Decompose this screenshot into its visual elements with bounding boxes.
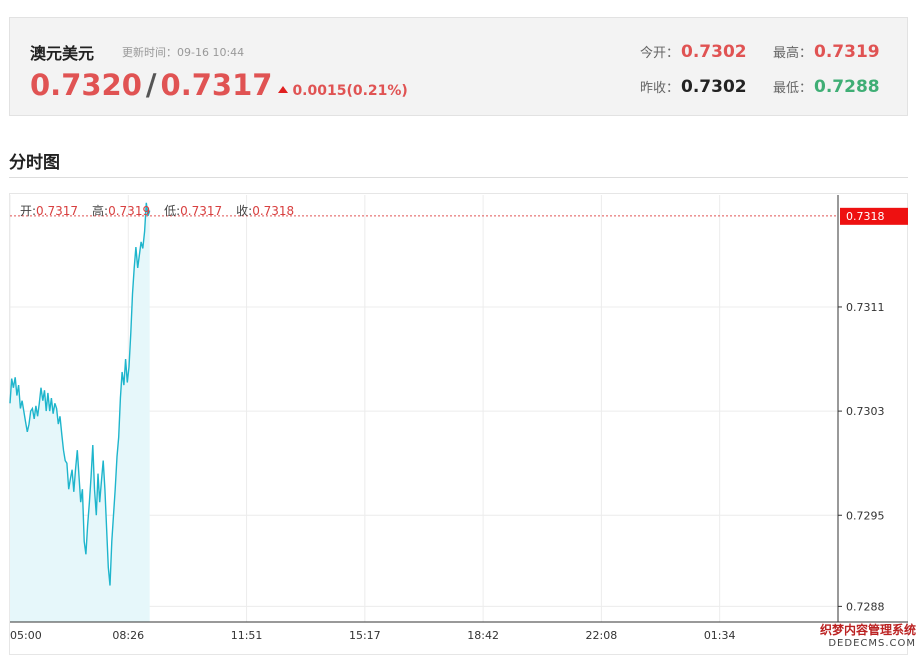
x-tick-label: 01:34 [704, 629, 736, 642]
ohlc-close-label: 收: [236, 204, 253, 218]
ohlc-open: 开:0.7317 [20, 204, 78, 218]
price-change: 0.0015(0.21%) [278, 83, 408, 99]
y-tick-label: 0.7311 [846, 301, 885, 314]
stat-low-label: 最低： [773, 81, 813, 96]
ohlc-low-value: 0.7317 [180, 204, 223, 218]
stat-low-value: 0.7288 [814, 77, 880, 97]
ask-price: 0.7317 [160, 68, 273, 102]
price-change-value: 0.0015(0.21%) [292, 83, 408, 99]
stat-high-value: 0.7319 [814, 42, 880, 62]
stat-high: 最高： 0.7319 [773, 42, 880, 62]
ohlc-high-value: 0.7319 [108, 204, 151, 218]
y-tick-label: 0.7295 [846, 509, 885, 522]
ohlc-high: 高:0.7319 [92, 204, 150, 218]
stat-prev-close-value: 0.7302 [681, 77, 747, 97]
quote-panel: 澳元美元 更新时间：09-16 10:44 0.7320/0.7317 0.001… [9, 17, 908, 116]
price-area-fill [10, 202, 150, 623]
section-title: 分时图 [9, 153, 60, 173]
ohlc-readout: 开:0.7317 高:0.7319 低:0.7317 收:0.7318 [20, 202, 308, 219]
ohlc-open-label: 开: [20, 204, 37, 218]
ohlc-close-value: 0.7318 [252, 204, 295, 218]
current-price-tag-bg [840, 207, 908, 225]
watermark-sub: DEDECMS.COM [828, 637, 916, 649]
chart-axes [10, 195, 908, 623]
current-price-tag: 0.7318 [840, 207, 908, 225]
stat-open-label: 今开： [640, 46, 680, 61]
price-separator: / [145, 68, 157, 102]
stat-prev-close-label: 昨收： [640, 81, 680, 96]
y-tick-label: 0.7303 [846, 405, 885, 418]
update-time: 更新时间：09-16 10:44 [122, 46, 245, 59]
y-axis-labels: 0.7311 0.7303 0.7295 0.7288 [838, 301, 885, 613]
x-tick-label: 22:08 [586, 629, 618, 642]
stat-high-label: 最高： [773, 46, 813, 61]
section-divider [9, 177, 908, 178]
ohlc-low-label: 低: [164, 204, 181, 218]
price-line-series [9, 202, 151, 586]
stat-open: 今开： 0.7302 [640, 42, 747, 62]
ohlc-high-label: 高: [92, 204, 109, 218]
stat-open-value: 0.7302 [681, 42, 747, 62]
x-tick-label: 08:26 [112, 629, 144, 642]
instrument-name: 澳元美元 [30, 44, 95, 63]
x-axis-labels: 05:00 08:26 11:51 15:17 18:42 22:08 01:34 [10, 629, 736, 642]
current-price-tag-label: 0.7318 [846, 210, 885, 223]
x-tick-label: 11:51 [231, 629, 263, 642]
price-line: 0.7320/0.7317 0.0015(0.21%) [30, 68, 408, 102]
y-tick-label: 0.7288 [846, 600, 885, 613]
x-tick-label: 05:00 [10, 629, 42, 642]
x-tick-label: 18:42 [467, 629, 499, 642]
ohlc-close: 收:0.7318 [236, 204, 294, 218]
stat-low: 最低： 0.7288 [773, 77, 880, 97]
x-tick-label: 15:17 [349, 629, 381, 642]
ohlc-open-value: 0.7317 [36, 204, 79, 218]
watermark-text: 织梦内容管理系统 [819, 623, 916, 637]
watermark: 织梦内容管理系统 DEDECMS.COM [819, 623, 916, 649]
bid-price: 0.7320 [30, 68, 142, 102]
ohlc-low: 低:0.7317 [164, 204, 222, 218]
up-arrow-icon [278, 86, 289, 93]
stat-prev-close: 昨收： 0.7302 [640, 77, 747, 97]
